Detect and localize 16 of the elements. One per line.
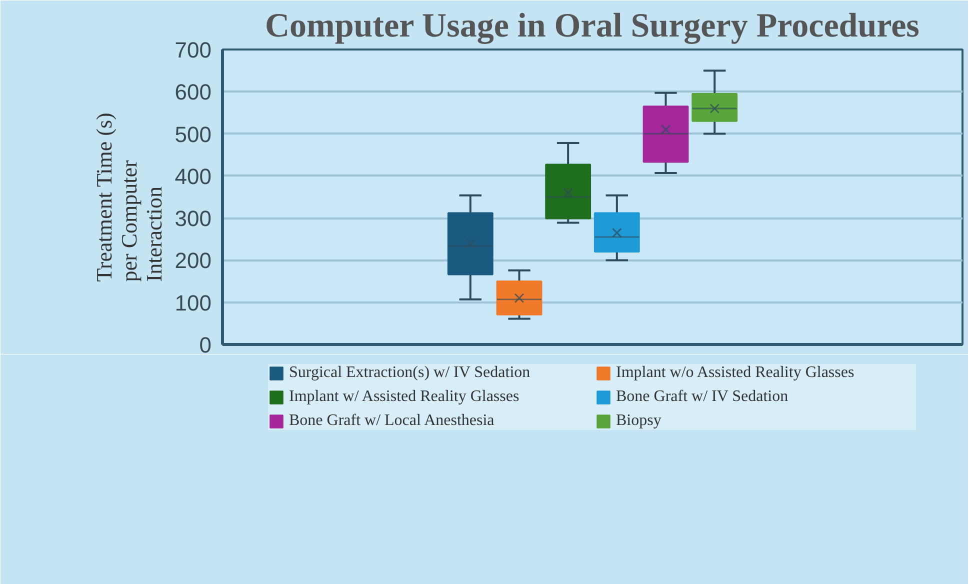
y-tick-label: 0 (199, 332, 212, 358)
y-tick-label: 700 (174, 38, 212, 62)
y-tick-label: 100 (174, 290, 212, 316)
legend-label: Implant w/ Assisted Reality Glasses (289, 388, 520, 406)
y-tick-label: 500 (174, 122, 212, 147)
chart-title: Computer Usage in Oral Surgery Procedures (264, 8, 920, 44)
legend-label: Biopsy (616, 412, 662, 430)
y-axis-title: Treatment Time (s) per Computer Interaction (92, 112, 166, 282)
legend-label: Bone Graft w/ IV Sedation (616, 388, 790, 406)
y-tick-label: 400 (174, 164, 212, 189)
y-tick-label: 200 (174, 248, 212, 274)
legend-label: Surgical Extraction(s) w/ IV Sedation (289, 364, 532, 382)
y-tick-label: 300 (174, 206, 212, 232)
legend-label: Implant w/o Assisted Reality Glasses (616, 364, 856, 382)
legend-label: Bone Graft w/ Local Anesthesia (289, 412, 496, 430)
y-tick-label: 600 (174, 80, 212, 105)
